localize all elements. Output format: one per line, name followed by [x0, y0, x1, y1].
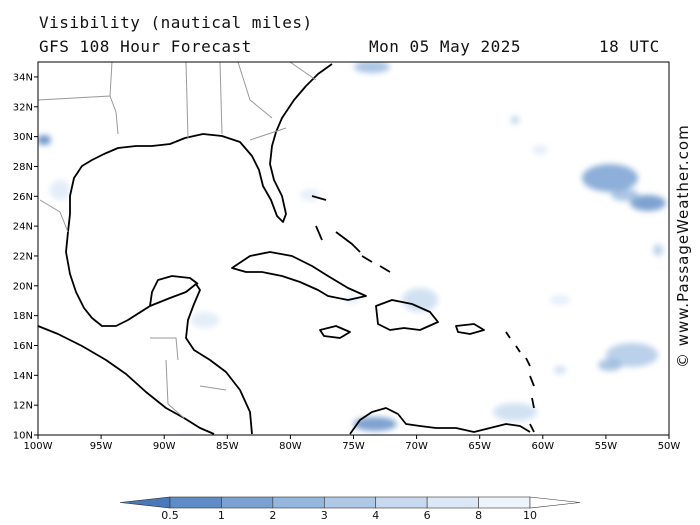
lat-tick-label: 30N	[13, 132, 33, 143]
colorbar-segment	[426, 496, 479, 509]
forecast-date: Mon 05 May 2025	[369, 37, 521, 56]
colorbar-segment	[221, 496, 274, 509]
lon-tick-label: 95W	[90, 441, 113, 452]
jamaica	[319, 325, 351, 339]
pacific-coastline	[38, 325, 215, 435]
colorbar-label: 1	[217, 509, 225, 522]
lon-tick-label: 55W	[595, 441, 618, 452]
lat-tick-label: 10N	[13, 431, 33, 442]
colorbar-segment	[323, 496, 377, 509]
colorbar-label: 10	[523, 509, 537, 522]
map-variable-title: Visibility (nautical miles)	[39, 13, 313, 32]
lon-tick-label: 75W	[342, 441, 365, 452]
colorbar-segment	[478, 496, 531, 509]
puerto-rico	[455, 323, 485, 335]
political-borders	[38, 62, 317, 419]
lon-tick-label: 85W	[216, 441, 239, 452]
lat-tick-label: 22N	[13, 251, 33, 262]
colorbar-label: 2	[269, 509, 277, 522]
lesser-antilles	[505, 331, 535, 433]
lat-tick-label: 28N	[13, 162, 33, 173]
colorbar-segment	[375, 496, 428, 509]
lon-tick-label: 70W	[405, 441, 428, 452]
us-east-coastline	[275, 63, 333, 133]
south-american-coastline	[349, 407, 531, 435]
colorbar-label: 4	[372, 509, 380, 522]
cuba	[231, 251, 367, 301]
colorbar-label: 6	[423, 509, 431, 522]
lat-tick-label: 16N	[13, 341, 33, 352]
lon-tick-label: 65W	[468, 441, 491, 452]
longitude-axis: 100W 95W 90W 85W 80W 75W 70W 65W 60W 55W 50W	[24, 435, 681, 452]
hispaniola	[375, 299, 439, 331]
colorbar-label: 8	[475, 509, 483, 522]
lon-tick-label: 90W	[153, 441, 176, 452]
lat-tick-label: 12N	[13, 401, 33, 412]
visibility-shading	[38, 62, 666, 435]
colorbar-label: 3	[320, 509, 328, 522]
lon-tick-label: 80W	[279, 441, 302, 452]
north-american-coastline	[65, 131, 287, 435]
colorbar-segment	[169, 496, 222, 509]
site-watermark: © www.PassageWeather.com	[674, 124, 692, 368]
lat-tick-label: 24N	[13, 222, 33, 233]
lat-tick-label: 18N	[13, 311, 33, 322]
forecast-model-label: GFS 108 Hour Forecast	[39, 37, 252, 56]
lat-tick-label: 32N	[13, 102, 33, 113]
coastlines	[38, 63, 535, 435]
bahamas	[311, 195, 391, 273]
colorbar-segment	[529, 496, 581, 509]
latitude-axis: 10N 12N 14N 16N 18N 20N 22N 24N 26N 28N 30N 32N 34N	[13, 72, 38, 442]
lon-tick-label: 50W	[658, 441, 681, 452]
lat-tick-label: 14N	[13, 371, 33, 382]
forecast-time: 18 UTC	[599, 37, 660, 56]
lat-tick-label: 26N	[13, 192, 33, 203]
visibility-colorbar	[119, 496, 581, 509]
colorbar-label: 0.5	[161, 509, 179, 522]
yucatan-peninsula	[149, 275, 199, 307]
colorbar-segment	[272, 496, 325, 509]
lon-tick-label: 100W	[24, 441, 53, 452]
lat-tick-label: 34N	[13, 72, 33, 83]
colorbar-segment	[119, 496, 171, 509]
lat-tick-label: 20N	[13, 281, 33, 292]
lon-tick-label: 60W	[531, 441, 554, 452]
